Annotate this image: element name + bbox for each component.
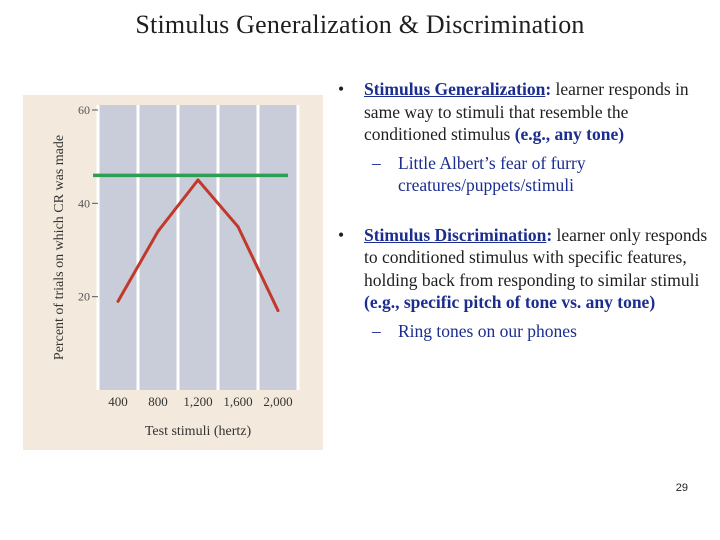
data-point xyxy=(156,229,160,233)
definition-discrimination: learner only responds to conditioned sti… xyxy=(364,224,708,290)
bullet-discrimination: • Stimulus Discrimination: learner only … xyxy=(338,224,708,343)
x-tick-label: 2,000 xyxy=(263,394,292,409)
bullet-dot: • xyxy=(338,79,345,99)
x-tick-label: 1,200 xyxy=(183,394,212,409)
bullet-list: • Stimulus Generalization: learner respo… xyxy=(338,78,708,342)
data-point xyxy=(276,309,280,313)
data-point xyxy=(196,178,200,182)
bullet-dot: • xyxy=(338,224,345,245)
definition-generalization: learner responds in same way to stimuli … xyxy=(364,79,689,144)
sub-bullet-discrimination-text: Ring tones on our phones xyxy=(398,320,577,341)
bullet-generalization: • Stimulus Generalization: learner respo… xyxy=(338,78,708,197)
y-tick-label: 40 xyxy=(78,196,90,210)
sub-bullet-dash: – xyxy=(372,320,381,341)
x-tick-label: 400 xyxy=(108,394,128,409)
page-number: 29 xyxy=(675,482,688,494)
x-axis-label: Test stimuli (hertz) xyxy=(145,424,252,439)
plot-area xyxy=(98,105,298,390)
generalization-chart: 20 40 60 400 800 1,200 1,600 2,000 Test stimuli … xyxy=(23,95,323,450)
slide-title: Stimulus Generalization & Discrimination xyxy=(135,10,585,39)
x-tick-label: 1,600 xyxy=(223,394,252,409)
sub-bullet-generalization-text: Little Albert’s fear of furry creatures/… xyxy=(398,152,586,196)
y-axis-label: Percent of trials on which CR was made xyxy=(52,135,67,360)
sub-bullet-discrimination: – Ring tones on our phones xyxy=(364,320,708,343)
data-point xyxy=(116,299,120,303)
sub-bullet-generalization: – Little Albert’s fear of furry creature… xyxy=(364,152,708,197)
term-generalization: Stimulus Generalization xyxy=(364,79,546,99)
term-discrimination: Stimulus Discrimination xyxy=(364,224,547,245)
sub-bullet-dash: – xyxy=(372,152,381,173)
example-discrimination: (e.g., specific pitch of tone vs. any to… xyxy=(364,292,656,312)
term-colon: : xyxy=(546,224,553,245)
data-point xyxy=(236,225,240,229)
chart-svg: 20 40 60 400 800 1,200 1,600 2,000 Test stimuli … xyxy=(23,95,323,450)
term-colon: : xyxy=(545,79,552,99)
y-tick-label: 20 xyxy=(78,290,90,304)
x-tick-label: 800 xyxy=(148,394,168,409)
y-tick-label: 60 xyxy=(78,103,90,117)
example-generalization: (e.g., any tone) xyxy=(514,124,625,144)
